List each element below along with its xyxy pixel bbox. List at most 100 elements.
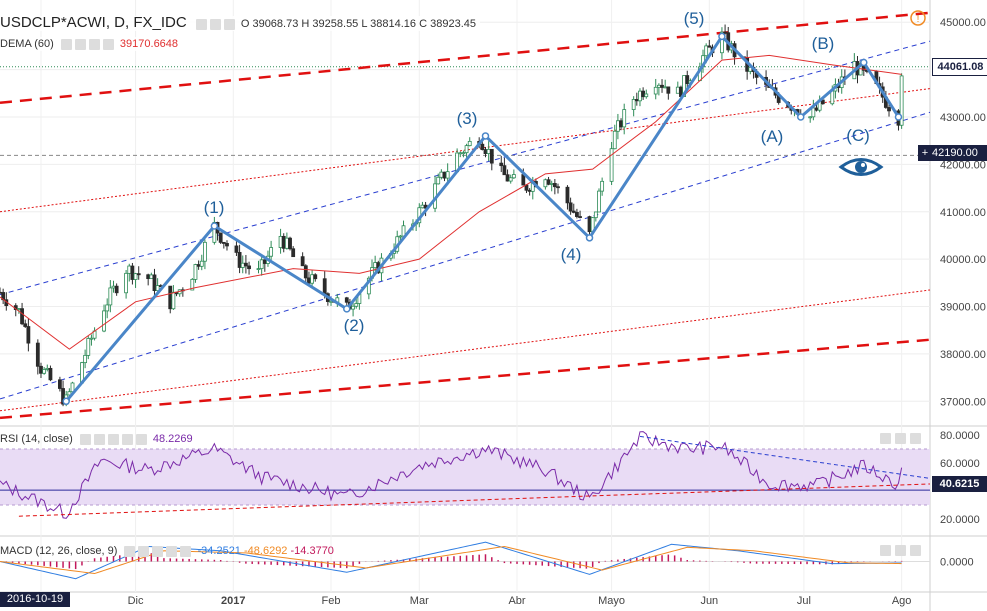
candle-body [155, 285, 160, 292]
candle-body [723, 31, 727, 34]
candle-body [237, 252, 242, 268]
signal-polyline [0, 545, 902, 575]
rsi-label[interactable]: RSI (14, close) [0, 433, 73, 445]
candle-body [366, 277, 371, 295]
candle-body [609, 148, 614, 182]
time-tick-label: 2017 [221, 595, 245, 607]
candle-body [221, 241, 226, 244]
candle-body [203, 241, 207, 262]
rsi-series [0, 431, 931, 519]
macd-label[interactable]: MACD (12, 26, close, 9) [0, 545, 118, 557]
wave-point [585, 234, 594, 242]
wave-label-3: (3) [457, 109, 478, 128]
candle-body [351, 305, 355, 310]
candle-body [593, 211, 598, 219]
candle-body [89, 337, 94, 340]
candle-body [105, 304, 110, 312]
candle-body [811, 107, 816, 118]
candle-body [278, 235, 283, 248]
price-tick-label: 41000.00 [940, 207, 986, 219]
dema-label[interactable]: DEMA (60) [0, 38, 54, 50]
candle-body [218, 232, 223, 243]
channel-outer-red-lower [0, 338, 931, 420]
candle-body [288, 237, 292, 250]
candle-body [114, 285, 119, 294]
rsi-tick-label: 60.0000 [940, 458, 980, 470]
macd-value-1: -34.2521 [197, 545, 241, 557]
candle-body [505, 174, 510, 182]
chart-symbol[interactable]: USDCLP*ACWI, D, FX_IDC [0, 14, 187, 31]
candle-body [458, 152, 463, 155]
wave-label-4: (4) [561, 245, 582, 264]
candle-body [597, 190, 601, 213]
candle-body [322, 278, 327, 295]
eye-icon[interactable] [838, 158, 884, 176]
candle-body [83, 354, 88, 364]
candle-body [102, 310, 106, 332]
candle-body [111, 285, 116, 289]
chart-settings-buttons[interactable] [195, 18, 238, 30]
candle-body [26, 326, 31, 344]
candle-body [899, 75, 904, 126]
candle-body [704, 45, 709, 57]
macd-buttons[interactable] [124, 545, 194, 557]
price-tick-label: 45000.00 [940, 17, 986, 29]
candle-body [48, 367, 53, 381]
candle-body [619, 120, 623, 128]
candle-body [527, 189, 532, 192]
candle-body [445, 171, 450, 179]
open-label: O [240, 18, 250, 30]
macd-series [0, 541, 930, 580]
time-start-badge: 2016-10-19 [0, 592, 70, 607]
candle-body [281, 235, 286, 249]
candle-body [600, 180, 605, 192]
candle-body [57, 379, 62, 389]
candle-body [666, 86, 671, 94]
candle-body [420, 204, 425, 209]
candle-body [685, 75, 690, 85]
wave-point [860, 58, 868, 67]
candle-body [193, 264, 198, 280]
panel-control-button [880, 433, 891, 444]
dema-buttons[interactable] [60, 38, 117, 50]
candle-body [373, 262, 378, 269]
macd-header: MACD (12, 26, close, 9) -34.2521 -48.629… [0, 544, 334, 558]
candle-body [307, 277, 311, 284]
wave-label-c: (C) [846, 126, 870, 145]
candle-body [133, 273, 138, 280]
candle-body [45, 367, 50, 370]
time-tick-label: Mayo [598, 595, 625, 607]
candle-body [291, 248, 296, 258]
candle-body [887, 107, 891, 112]
price-tick-label: 38000.00 [940, 349, 986, 361]
trend-channels [0, 11, 931, 420]
candle-body [436, 176, 441, 185]
candle-body [808, 116, 813, 119]
time-tick-label: Dic [128, 595, 144, 607]
candle-body [300, 256, 305, 267]
indicator-row: DEMA (60) 39170.6648 [0, 37, 183, 51]
candle-body [313, 274, 318, 280]
candle-body [820, 99, 825, 105]
wave-label-5: (5) [684, 9, 705, 28]
rsi-buttons[interactable] [79, 433, 150, 445]
elliott-wave-lines[interactable] [62, 32, 903, 406]
candle-body [39, 365, 43, 374]
candle-body [247, 265, 251, 270]
candle-body [499, 162, 504, 167]
crosshair-price-badge[interactable]: +42190.00 [918, 145, 987, 161]
candle-body [35, 342, 40, 367]
rsi-tick-label: 20.0000 [940, 514, 980, 526]
candle-body [225, 243, 229, 247]
channel-lower-blue [0, 111, 931, 400]
macd-polyline [0, 541, 902, 580]
plus-icon[interactable]: + [921, 147, 929, 159]
candle-body [461, 152, 466, 155]
candle-body [565, 186, 570, 204]
candle-body [587, 216, 592, 233]
candle-body [42, 369, 47, 374]
candle-body [575, 212, 579, 217]
alert-icon[interactable]: ! [910, 10, 926, 26]
price-tick-label: 40000.00 [940, 254, 986, 266]
